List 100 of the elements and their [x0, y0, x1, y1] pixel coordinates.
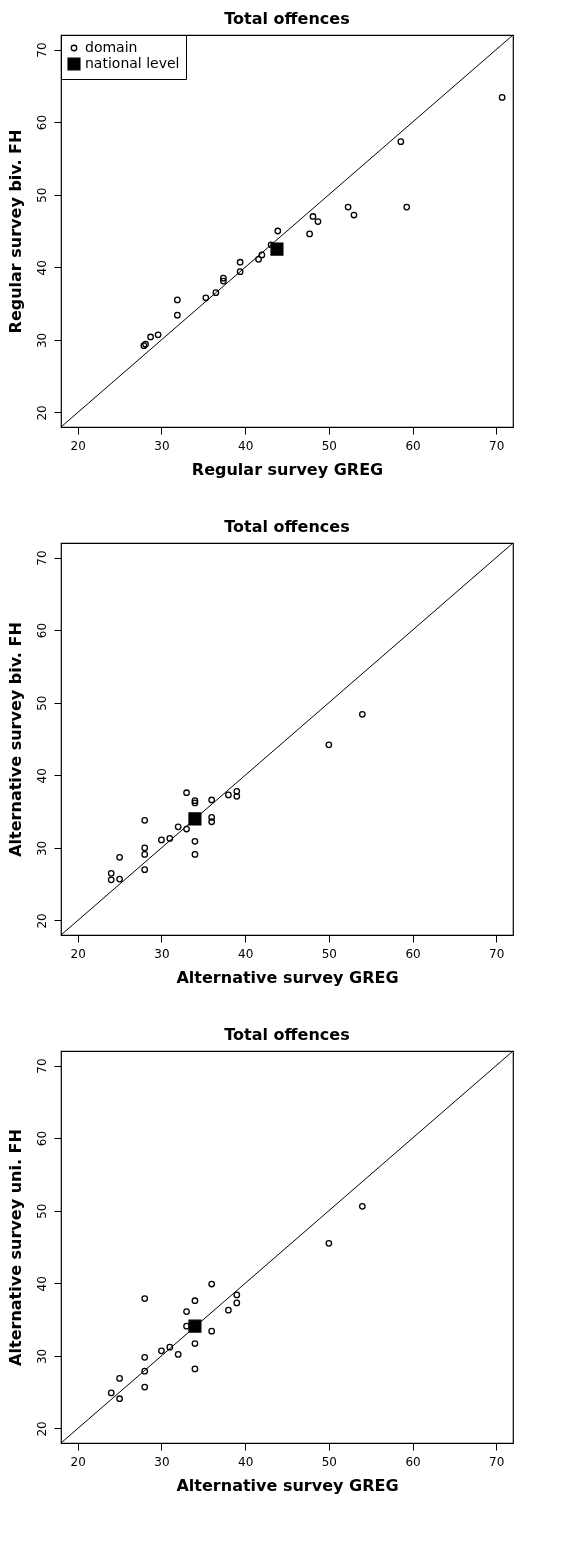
point: [191, 851, 199, 858]
y-tick-label: 50: [34, 187, 49, 203]
y-tick-label: 70: [34, 42, 49, 58]
point: [188, 812, 202, 826]
x-tick-label: 70: [489, 1454, 505, 1469]
point: [191, 1340, 199, 1347]
y-axis-title: Regular survey biv. FH: [5, 129, 25, 334]
point: [191, 1365, 199, 1373]
point: [208, 1280, 216, 1288]
y-tick-label: 40: [34, 768, 49, 784]
point: [220, 274, 227, 282]
point: [107, 869, 115, 877]
x-tick-label: 70: [489, 438, 505, 453]
point: [158, 836, 165, 844]
x-tick-label: 30: [154, 946, 170, 961]
legend-label: domain: [85, 39, 138, 55]
x-axis-title: Regular survey GREG: [191, 459, 384, 479]
point: [116, 875, 123, 883]
y-axis-title: Alternative survey uni. FH: [5, 1129, 25, 1366]
y-tick-label: 20: [34, 1421, 49, 1437]
x-tick-label: 30: [154, 1454, 170, 1469]
y-tick-label: 60: [34, 114, 49, 131]
x-tick-label: 60: [405, 438, 421, 453]
point: [183, 1308, 190, 1315]
x-tick-label: 40: [238, 946, 254, 961]
point: [174, 823, 182, 831]
point: [236, 258, 244, 266]
point: [274, 227, 282, 235]
point: [107, 1389, 115, 1397]
point: [236, 268, 244, 276]
point: [202, 294, 210, 302]
point: [233, 792, 241, 800]
point: [116, 853, 123, 861]
y-tick-label: 70: [34, 1058, 49, 1074]
point: [498, 94, 506, 101]
y-tick-label: 60: [34, 622, 49, 639]
point: [166, 1343, 174, 1351]
y-tick-label: 70: [34, 550, 49, 566]
point: [141, 851, 149, 858]
point: [154, 331, 162, 339]
point: [306, 230, 313, 238]
point: [314, 218, 322, 225]
x-tick-label: 20: [70, 1454, 86, 1469]
x-tick-label: 40: [238, 438, 254, 453]
x-tick-label: 50: [321, 438, 337, 453]
point: [166, 835, 174, 842]
point: [141, 866, 149, 874]
point: [183, 825, 190, 833]
point: [225, 791, 232, 799]
y-tick-label: 20: [34, 913, 49, 929]
point: [158, 1347, 165, 1355]
point: [325, 741, 333, 749]
point: [141, 816, 149, 824]
x-tick-label: 30: [154, 438, 170, 453]
point: [358, 1202, 366, 1210]
legend-label: national level: [85, 55, 180, 71]
y-tick-label: 20: [34, 405, 49, 421]
y-tick-label: 30: [34, 332, 49, 349]
y-tick-label: 40: [34, 260, 49, 276]
point: [147, 333, 154, 341]
point: [191, 837, 199, 845]
y-axis-title: Alternative survey biv. FH: [5, 622, 25, 857]
x-tick-label: 40: [238, 1454, 254, 1469]
point: [325, 1239, 333, 1247]
y-tick-label: 50: [34, 695, 49, 711]
y-tick-label: 30: [34, 1348, 49, 1365]
y-tick-label: 30: [34, 840, 49, 857]
point: [208, 1327, 216, 1335]
point: [220, 277, 227, 285]
point: [173, 296, 181, 304]
x-tick-label: 60: [405, 946, 421, 961]
x-tick-label: 20: [70, 946, 86, 961]
point: [141, 1383, 149, 1391]
x-tick-label: 20: [70, 438, 86, 453]
point: [358, 710, 366, 718]
chart-title: Total offences: [224, 9, 350, 28]
point: [270, 242, 284, 256]
point: [208, 818, 216, 826]
point: [208, 796, 216, 804]
y-tick-label: 60: [34, 1130, 49, 1147]
point: [141, 1295, 149, 1302]
point: [233, 1299, 241, 1307]
point: [191, 1297, 199, 1305]
x-axis-title: Alternative survey GREG: [176, 1475, 399, 1495]
point: [233, 1291, 241, 1299]
point: [116, 1395, 123, 1403]
point: [141, 844, 149, 852]
point: [208, 814, 216, 821]
point: [212, 289, 220, 297]
point: [225, 1306, 232, 1314]
x-tick-label: 70: [489, 946, 505, 961]
point: [173, 311, 181, 319]
x-axis-title: Alternative survey GREG: [176, 967, 399, 987]
x-tick-label: 60: [405, 1454, 421, 1469]
chart-title: Total offences: [224, 1025, 350, 1044]
point: [258, 251, 266, 259]
point: [183, 789, 190, 797]
point: [188, 1319, 202, 1333]
x-tick-label: 50: [321, 946, 337, 961]
x-tick-label: 50: [321, 1454, 337, 1469]
